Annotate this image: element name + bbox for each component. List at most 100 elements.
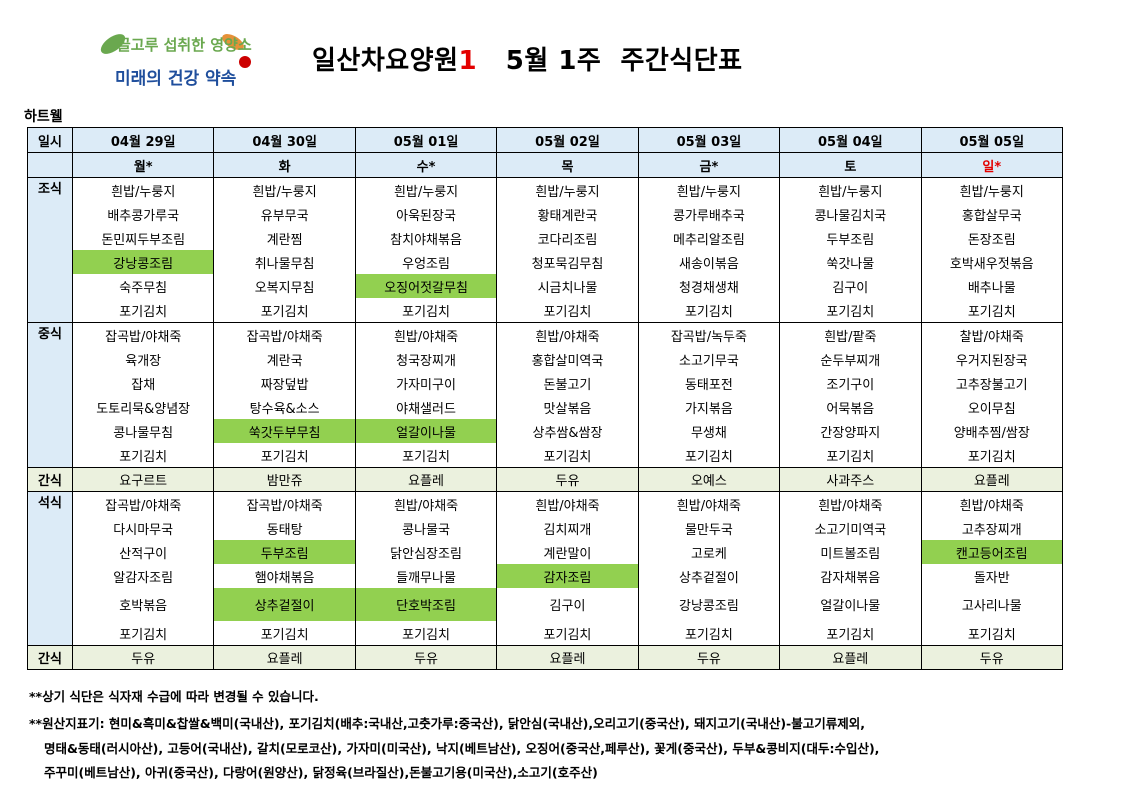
menu-item: 상추쌈&쌈장 xyxy=(496,419,639,443)
menu-item: 포기김치 xyxy=(779,443,922,468)
menu-item: 쑥갓두부무침 xyxy=(213,419,356,443)
menu-item: 두부조림 xyxy=(213,540,356,564)
breakfast-row: 돈민찌두부조림 계란찜 참치야채볶음 코다리조림 메추리알조림 두부조림 돈장조림 xyxy=(28,226,1064,250)
menu-item: 새송이볶음 xyxy=(637,250,781,274)
menu-item: 양배추찜/쌈장 xyxy=(920,419,1064,443)
snack2-row: 간식 두유 요플레 두유 요플레 두유 요플레 두유 xyxy=(27,645,1064,670)
menu-item: 포기김치 xyxy=(354,298,498,323)
logo: 골고루 섭취한 영양소 미래의 건강 약속 xyxy=(100,34,252,89)
menu-item: 두부조림 xyxy=(779,226,922,250)
menu-item: 계란말이 xyxy=(496,540,639,564)
menu-item: 포기김치 xyxy=(637,443,781,468)
menu-item: 포기김치 xyxy=(496,621,639,646)
weekday-cell: 토 xyxy=(779,152,922,178)
menu-item: 육개장 xyxy=(71,347,215,371)
menu-item: 우거지된장국 xyxy=(920,347,1064,371)
note-change: **상기 식단은 식자재 수급에 따라 변경될 수 있습니다. xyxy=(29,689,319,704)
menu-item: 우엉조림 xyxy=(354,250,498,274)
weekly-menu-table: 일시 04월 29일 04월 30일 05월 01일 05월 02일 05월 03일 05월… xyxy=(27,127,1064,670)
menu-item: 포기김치 xyxy=(637,298,781,323)
snack-item: 사과주스 xyxy=(779,467,922,492)
logo-line2: 미래의 건강 약속 xyxy=(115,68,237,89)
menu-item: 고추장찌개 xyxy=(920,516,1064,540)
menu-item: 홍합살미역국 xyxy=(496,347,639,371)
date-cell: 05월 03일 xyxy=(637,127,781,153)
menu-item: 청경채생채 xyxy=(637,274,781,298)
menu-item: 감자채볶음 xyxy=(779,564,922,588)
weekday-cell: 목 xyxy=(496,152,639,178)
menu-item: 도토리묵&양념장 xyxy=(71,395,215,419)
menu-item: 캔고등어조림 xyxy=(920,540,1064,564)
weekday-cell: 수* xyxy=(354,152,498,178)
weekday-cell: 일* xyxy=(920,152,1064,178)
lunch-label: 중식 xyxy=(27,322,73,468)
menu-item: 간장양파지 xyxy=(779,419,922,443)
menu-item: 황태계란국 xyxy=(496,202,639,226)
note-origin-3: 주꾸미(베트남산), 아귀(중국산), 다랑어(원양산), 닭정육(브라질산),… xyxy=(44,765,598,780)
snack-item: 밤만쥬 xyxy=(213,467,356,492)
menu-item: 조기구이 xyxy=(779,371,922,395)
menu-item: 돈불고기 xyxy=(496,371,639,395)
menu-item: 콩나물김치국 xyxy=(779,202,922,226)
menu-item: 감자조림 xyxy=(496,564,639,588)
logo-leaves-icon xyxy=(100,34,251,68)
menu-item: 짜장덮밥 xyxy=(213,371,356,395)
menu-item: 숙주무침 xyxy=(71,274,215,298)
menu-item: 흰밥/야채죽 xyxy=(354,322,498,347)
menu-item: 포기김치 xyxy=(920,621,1064,646)
menu-item: 포기김치 xyxy=(213,621,356,646)
menu-item: 포기김치 xyxy=(354,621,498,646)
menu-item: 계란찜 xyxy=(213,226,356,250)
snack-item: 요플레 xyxy=(213,645,356,670)
weekday-cell: 화 xyxy=(213,152,356,178)
snack1-row: 간식 요구르트 밤만쥬 요플레 두유 오예스 사과주스 요플레 xyxy=(27,467,1064,492)
weekday-cell: 금* xyxy=(637,152,781,178)
menu-item: 배추나물 xyxy=(920,274,1064,298)
note-origin-2: 명태&동태(러시아산), 고등어(국내산), 갈치(모로코산), 가자미(미국산… xyxy=(44,741,880,756)
note-origin-1: **원산지표기: 현미&흑미&찹쌀&백미(국내산), 포기김치(배추:국내산,고… xyxy=(29,716,865,731)
menu-item: 동태탕 xyxy=(213,516,356,540)
menu-item: 상추겉절이 xyxy=(213,588,356,621)
menu-item: 잡곡밥/야채죽 xyxy=(71,491,215,516)
menu-item: 오이무침 xyxy=(920,395,1064,419)
menu-item: 포기김치 xyxy=(71,443,215,468)
menu-item: 포기김치 xyxy=(496,298,639,323)
menu-item: 시금치나물 xyxy=(496,274,639,298)
weekday-row: 월* 화 수* 목 금* 토 일* xyxy=(27,152,1064,178)
menu-item: 청포묵김무침 xyxy=(496,250,639,274)
menu-item: 찰밥/야채죽 xyxy=(920,322,1064,347)
title-main: 일산차요양원 xyxy=(312,46,459,76)
lunch-row: 도토리묵&양념장 탕수육&소스 야채샐러드 맛살볶음 가지볶음 어묵볶음 오이무침 xyxy=(28,395,1064,419)
menu-item: 흰밥/누룽지 xyxy=(354,177,498,202)
snack-item: 두유 xyxy=(920,645,1064,670)
menu-item: 잡곡밥/야채죽 xyxy=(71,322,215,347)
menu-item: 소고기미역국 xyxy=(779,516,922,540)
menu-item: 콩나물무침 xyxy=(71,419,215,443)
menu-item: 포기김치 xyxy=(496,443,639,468)
menu-item: 코다리조림 xyxy=(496,226,639,250)
snack-item: 요구르트 xyxy=(71,467,215,492)
dinner-row: 석식 잡곡밥/야채죽 잡곡밥/야채죽 흰밥/야채죽 흰밥/야채죽 흰밥/야채죽 흰밥/야채죽… xyxy=(27,491,1064,646)
menu-item: 포기김치 xyxy=(779,621,922,646)
menu-item: 흰밥/야채죽 xyxy=(920,491,1064,516)
menu-item: 가자미구이 xyxy=(354,371,498,395)
menu-item: 동태포전 xyxy=(637,371,781,395)
menu-item: 호박볶음 xyxy=(71,588,215,621)
menu-item: 계란국 xyxy=(213,347,356,371)
menu-item: 강낭콩조림 xyxy=(637,588,781,621)
menu-item: 포기김치 xyxy=(637,621,781,646)
menu-item: 햄야채볶음 xyxy=(213,564,356,588)
menu-item: 포기김치 xyxy=(354,443,498,468)
menu-item: 포기김치 xyxy=(920,443,1064,468)
menu-item: 취나물무침 xyxy=(213,250,356,274)
menu-item: 돈민찌두부조림 xyxy=(71,226,215,250)
menu-item: 알감자조림 xyxy=(71,564,215,588)
lunch-row: 포기김치 포기김치 포기김치 포기김치 포기김치 포기김치 포기김치 xyxy=(28,443,1064,468)
menu-item: 흰밥/야채죽 xyxy=(496,491,639,516)
snack-item: 두유 xyxy=(637,645,781,670)
dinner-row: 포기김치 포기김치 포기김치 포기김치 포기김치 포기김치 포기김치 xyxy=(28,621,1064,646)
menu-item: 콩가루배추국 xyxy=(637,202,781,226)
menu-item: 고추장불고기 xyxy=(920,371,1064,395)
menu-item: 포기김치 xyxy=(71,621,215,646)
snack2-label: 간식 xyxy=(27,645,73,670)
